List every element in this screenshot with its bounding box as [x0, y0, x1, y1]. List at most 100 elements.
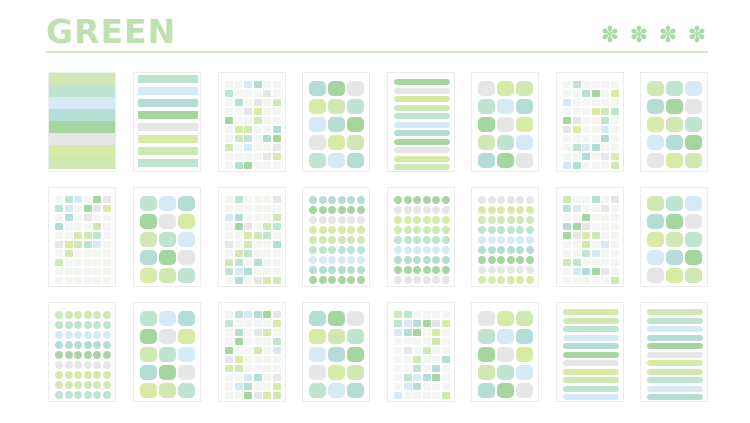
- sticker: [563, 368, 619, 375]
- sticker: [685, 135, 702, 150]
- sticker: [403, 266, 412, 274]
- sticker: [666, 232, 683, 247]
- sticker: [610, 250, 619, 257]
- sticker: [478, 99, 495, 114]
- sticker: [582, 108, 590, 115]
- sticker: [347, 226, 355, 234]
- sticker: [225, 356, 233, 363]
- sticker: [413, 276, 421, 284]
- sticker: [601, 90, 609, 97]
- sticker: [272, 126, 281, 133]
- sticker-sheet[interactable]: [133, 302, 201, 402]
- sticker: [263, 108, 271, 115]
- sticker-sheet[interactable]: [302, 187, 370, 287]
- sticker-sheet[interactable]: [556, 72, 624, 172]
- sticker-sheet[interactable]: [302, 72, 370, 172]
- sticker: [234, 162, 243, 169]
- sticker: [138, 123, 198, 131]
- sticker: [328, 117, 345, 132]
- sticker-sheet[interactable]: [48, 72, 116, 172]
- sticker: [272, 250, 281, 257]
- sticker-sheet[interactable]: [387, 187, 455, 287]
- sticker: [178, 365, 195, 380]
- sticker-sheet[interactable]: [556, 187, 624, 287]
- sticker: [516, 99, 533, 114]
- sticker: [83, 214, 92, 221]
- sticker-sheet[interactable]: [471, 187, 539, 287]
- sticker: [610, 135, 619, 142]
- sticker: [140, 196, 157, 211]
- sticker: [497, 216, 505, 224]
- sticker: [102, 341, 111, 349]
- sticker: [309, 99, 326, 114]
- sticker: [272, 347, 281, 354]
- sticker: [140, 311, 157, 326]
- sticker: [413, 226, 421, 234]
- sticker: [582, 117, 590, 124]
- sticker: [601, 126, 609, 133]
- sticker: [572, 277, 581, 284]
- sticker: [647, 351, 703, 358]
- sticker-sheet[interactable]: [133, 187, 201, 287]
- sticker: [178, 311, 195, 326]
- sticker-sheet[interactable]: [218, 72, 286, 172]
- sticker-sheet[interactable]: [302, 302, 370, 402]
- sticker: [685, 250, 702, 265]
- sticker: [93, 214, 101, 221]
- sticker-sheet[interactable]: [640, 302, 708, 402]
- sticker: [591, 259, 600, 266]
- sticker: [497, 135, 514, 150]
- sticker-sheet[interactable]: [471, 302, 539, 402]
- sticker: [601, 153, 609, 160]
- sticker: [309, 196, 317, 204]
- sticker-sheet[interactable]: [471, 72, 539, 172]
- sticker: [563, 250, 571, 257]
- sticker: [253, 383, 262, 390]
- sticker: [64, 250, 73, 257]
- sticker: [244, 250, 252, 257]
- sticker: [394, 113, 450, 119]
- sticker-sheet[interactable]: [133, 72, 201, 172]
- sticker: [272, 392, 281, 399]
- sticker: [83, 259, 92, 266]
- sticker-sheet[interactable]: [48, 302, 116, 402]
- sticker: [337, 266, 346, 274]
- sticker-sheet[interactable]: [556, 302, 624, 402]
- sticker: [601, 99, 609, 106]
- sticker: [318, 236, 327, 244]
- sticker: [422, 347, 431, 354]
- sticker: [64, 371, 73, 379]
- sticker: [253, 320, 262, 327]
- sticker: [685, 99, 702, 114]
- sticker: [422, 356, 431, 363]
- sticker-sheet[interactable]: [387, 72, 455, 172]
- sticker-sheet[interactable]: [48, 187, 116, 287]
- sticker: [55, 331, 63, 339]
- sticker-sheet[interactable]: [640, 187, 708, 287]
- sticker: [422, 216, 431, 224]
- sticker: [432, 320, 440, 327]
- sticker: [225, 81, 233, 88]
- sticker: [413, 356, 421, 363]
- sticker: [441, 365, 450, 372]
- sticker-sheet[interactable]: [387, 302, 455, 402]
- sticker: [347, 266, 355, 274]
- sticker-sheet[interactable]: [640, 72, 708, 172]
- sticker: [563, 268, 571, 275]
- sticker: [102, 371, 111, 379]
- sticker: [83, 250, 92, 257]
- sticker: [582, 81, 590, 88]
- flower-icon: ✽: [629, 23, 649, 48]
- sticker: [138, 75, 198, 83]
- sticker: [563, 385, 619, 392]
- sticker: [234, 392, 243, 399]
- sticker: [403, 338, 412, 345]
- sticker-sheet[interactable]: [218, 187, 286, 287]
- sticker: [610, 196, 619, 203]
- sticker: [93, 232, 101, 239]
- sticker: [394, 104, 450, 111]
- sticker-sheet[interactable]: [218, 302, 286, 402]
- sticker: [394, 246, 402, 254]
- sticker: [263, 81, 271, 88]
- sticker: [516, 311, 533, 326]
